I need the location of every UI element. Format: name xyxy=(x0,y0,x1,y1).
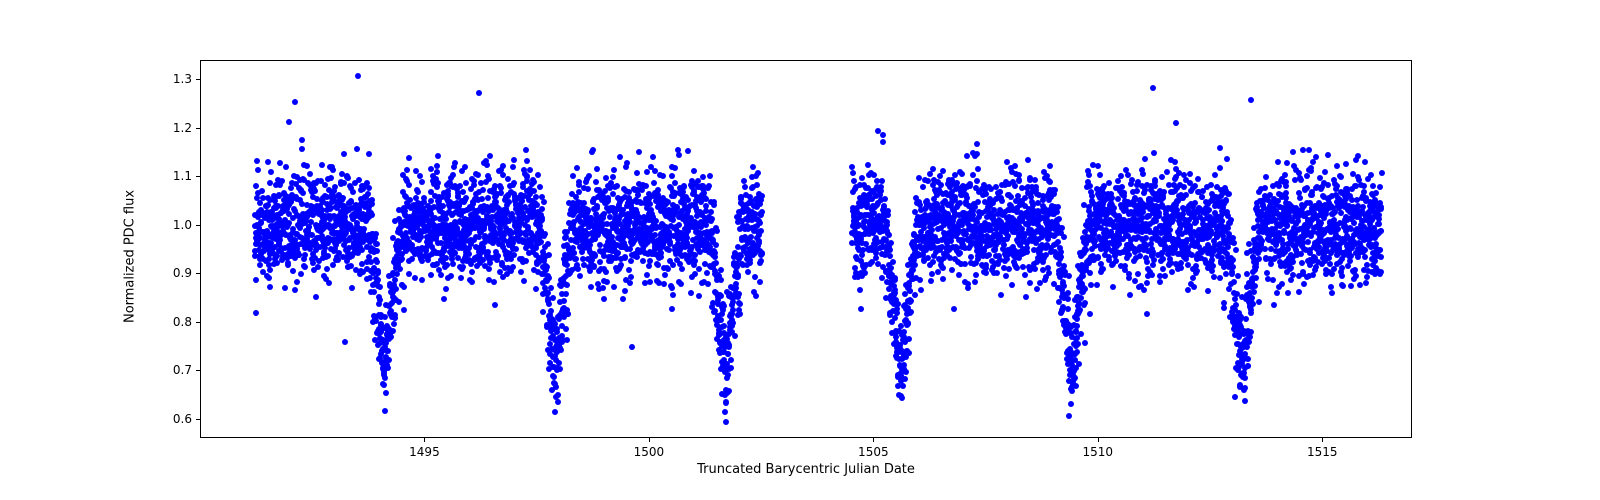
x-tick xyxy=(649,438,650,442)
plot-area xyxy=(200,60,1412,438)
y-tick-label: 0.9 xyxy=(166,266,192,280)
y-tick-label: 0.7 xyxy=(166,363,192,377)
x-tick-label: 1515 xyxy=(1307,445,1338,459)
y-axis-label: Normalized PDC flux xyxy=(123,190,138,323)
x-tick xyxy=(424,438,425,442)
y-tick xyxy=(196,176,200,177)
y-tick xyxy=(196,419,200,420)
x-tick xyxy=(1098,438,1099,442)
x-tick-label: 1510 xyxy=(1082,445,1113,459)
x-tick xyxy=(1322,438,1323,442)
x-axis-label: Truncated Barycentric Julian Date xyxy=(697,462,915,477)
y-tick-label: 1.2 xyxy=(166,121,192,135)
x-tick-label: 1505 xyxy=(858,445,889,459)
y-tick-label: 1.1 xyxy=(166,169,192,183)
y-tick-label: 1.3 xyxy=(166,72,192,86)
y-tick xyxy=(196,322,200,323)
y-tick xyxy=(196,273,200,274)
y-tick xyxy=(196,370,200,371)
y-tick xyxy=(196,225,200,226)
y-tick xyxy=(196,128,200,129)
y-tick xyxy=(196,79,200,80)
x-tick-label: 1495 xyxy=(409,445,440,459)
x-tick xyxy=(873,438,874,442)
y-tick-label: 0.6 xyxy=(166,412,192,426)
y-tick-label: 0.8 xyxy=(166,315,192,329)
figure: 1495 1500 1505 1510 1515 0.6 0.7 0.8 0.9 1.0 1.1 1… xyxy=(0,0,1600,500)
x-tick-label: 1500 xyxy=(634,445,665,459)
y-tick-label: 1.0 xyxy=(166,218,192,232)
